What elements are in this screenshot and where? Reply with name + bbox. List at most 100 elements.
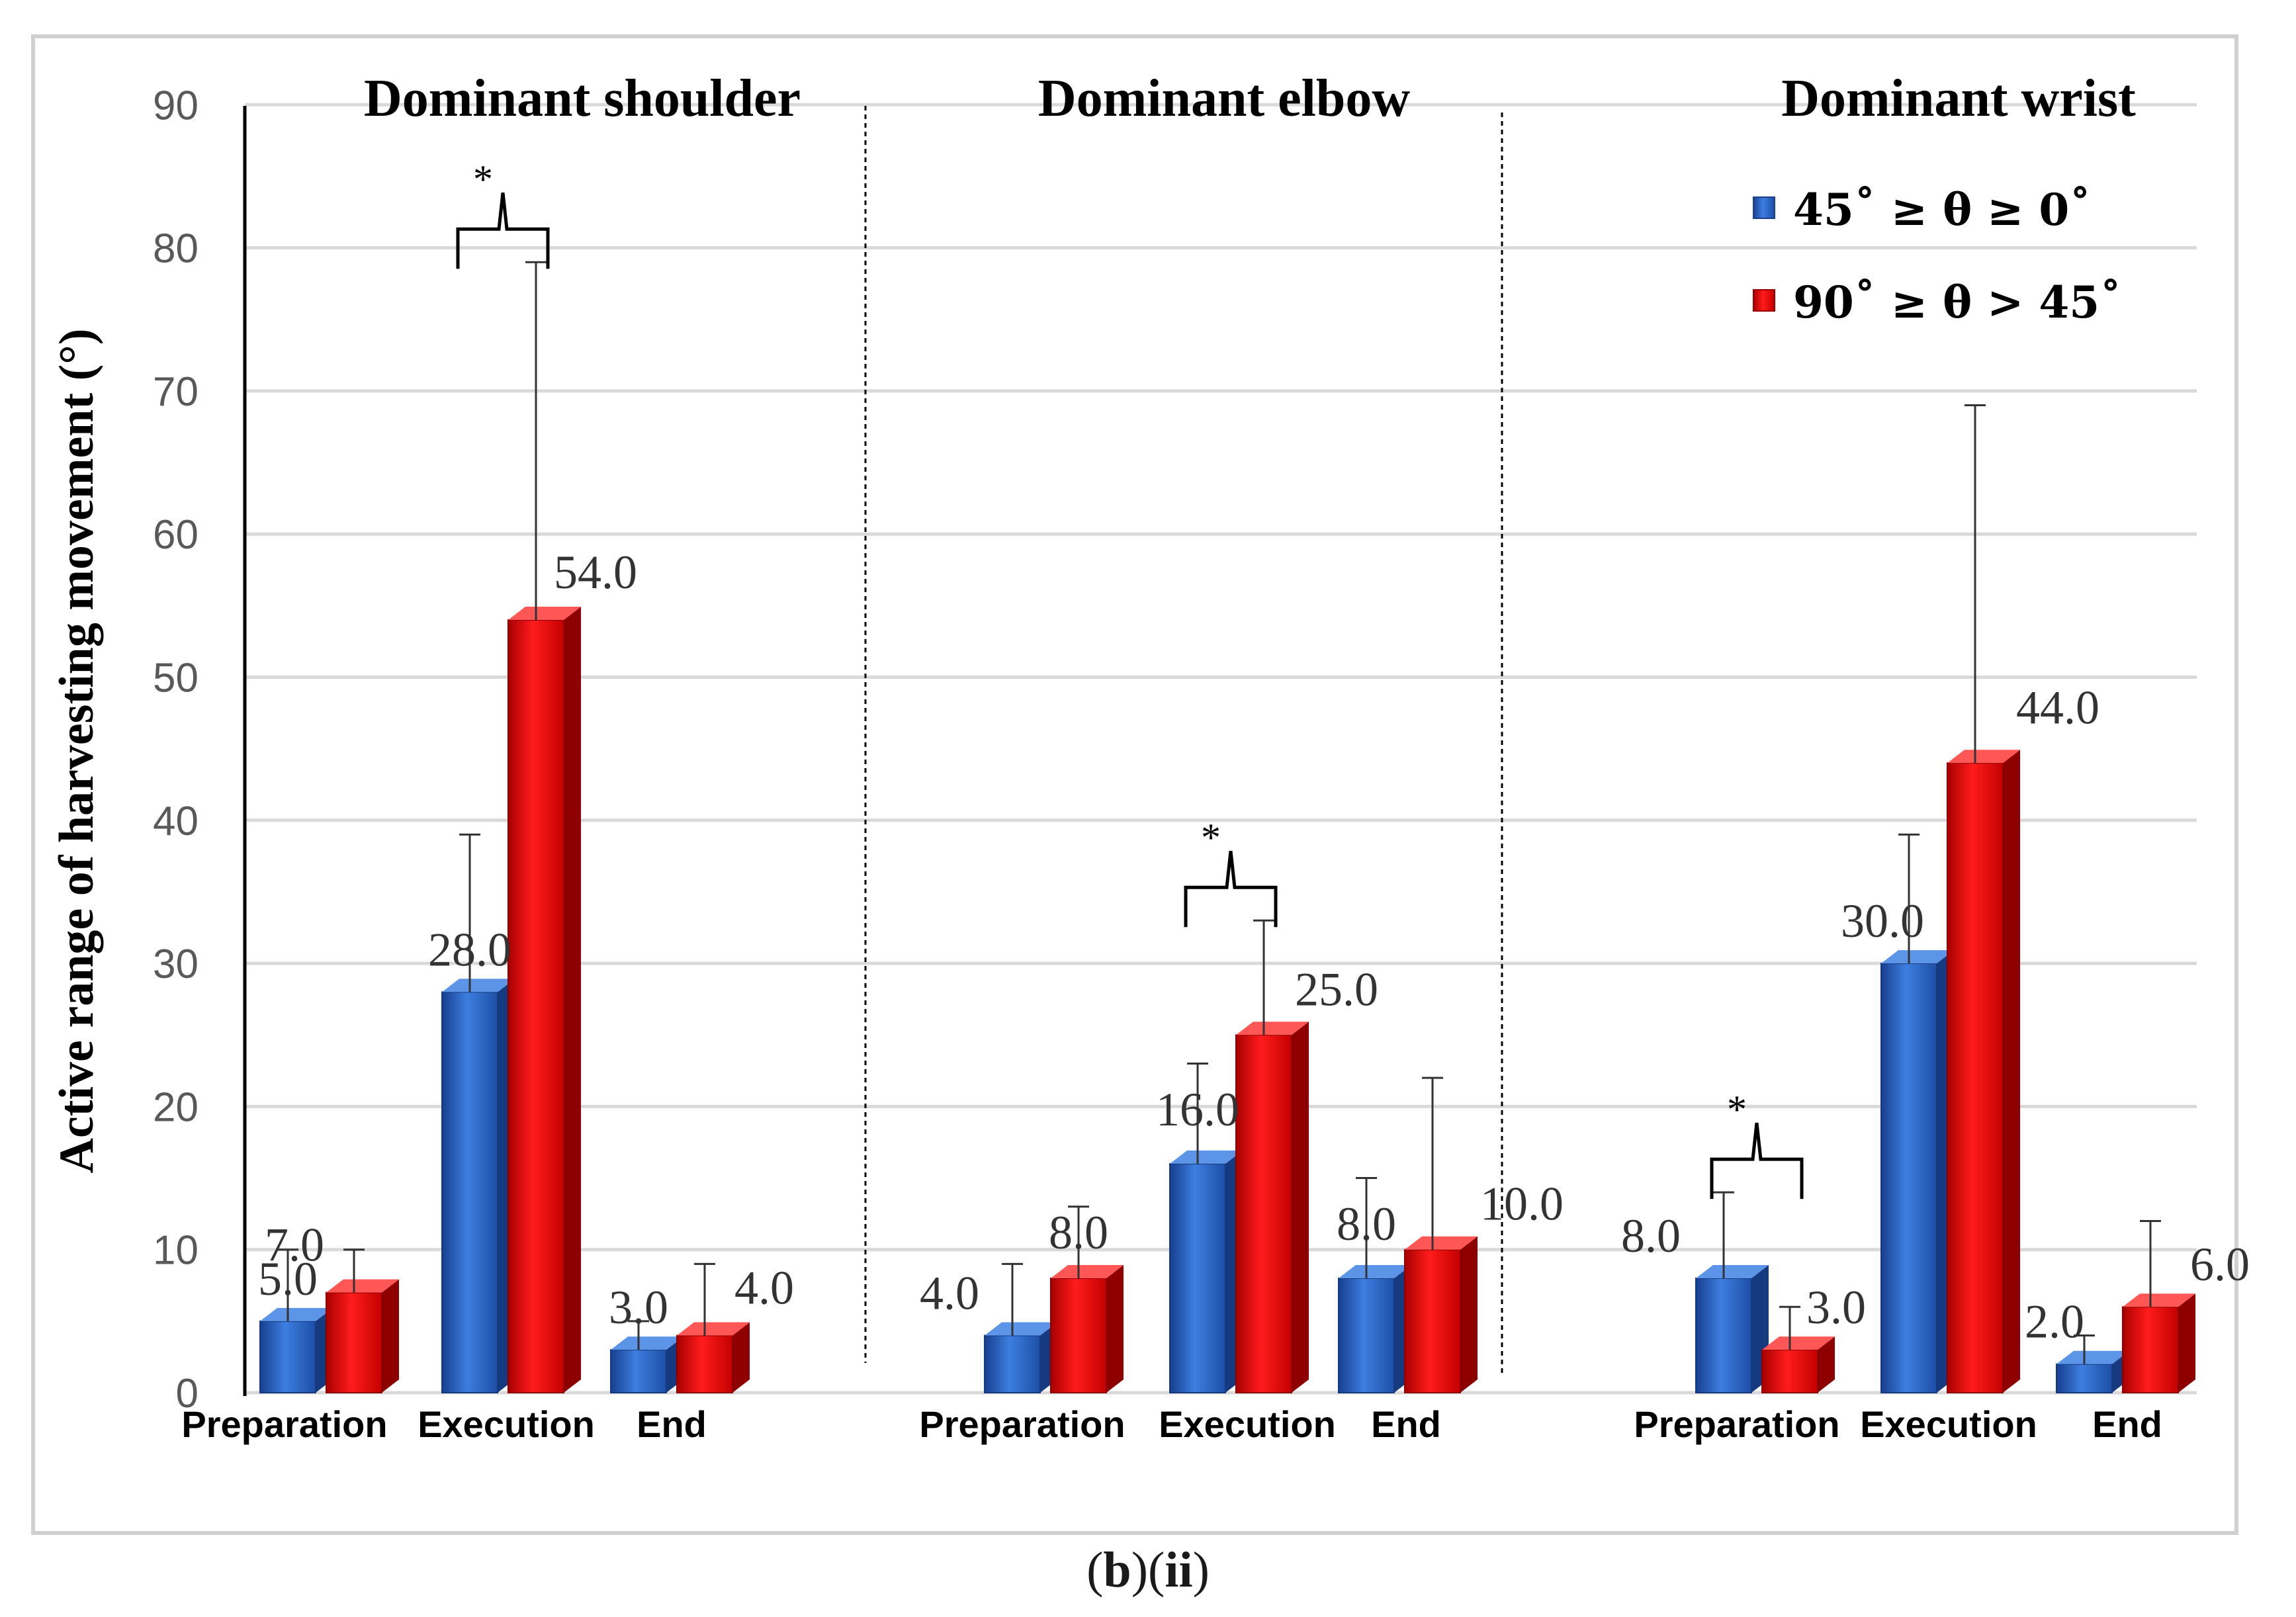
value-label: 8.0 <box>1337 1198 1396 1250</box>
y-tick-label: 40 <box>153 799 199 844</box>
bar <box>1169 1162 1226 1394</box>
value-label: 5.0 <box>258 1252 318 1305</box>
bar <box>1947 762 2004 1393</box>
value-label: 30.0 <box>1841 895 1924 947</box>
bar-side <box>2003 750 2020 1393</box>
bar <box>1050 1277 1107 1393</box>
category-label: Preparation <box>919 1403 1125 1445</box>
error-bars <box>277 261 2161 1364</box>
value-label: 54.0 <box>554 546 637 599</box>
category-label: Execution <box>418 1403 595 1445</box>
chart-frame <box>31 34 2238 1535</box>
bar <box>1880 963 1937 1393</box>
bar-top <box>1405 1236 1478 1250</box>
category-label: Execution <box>1860 1403 2037 1445</box>
bar <box>2056 1363 2113 1393</box>
bar-top <box>1051 1264 1124 1278</box>
bar-top <box>1762 1336 1835 1350</box>
bar-side <box>1460 1236 1478 1393</box>
category-label: End <box>2092 1403 2162 1445</box>
bar-top <box>326 1279 399 1293</box>
bar-top <box>260 1307 333 1321</box>
value-label: 3.0 <box>1806 1281 1866 1334</box>
caption-part-roman: ii <box>1165 1542 1193 1598</box>
bar-side <box>382 1279 399 1393</box>
value-labels: 5.07.0 28.0 54.0 3.0 4.0 4.0 8.0 16.0 25.0 8.0 10.… <box>258 546 2250 1348</box>
y-tick-label: 60 <box>153 512 199 558</box>
value-label: 6.0 <box>2190 1238 2250 1291</box>
bar-top <box>1696 1264 1769 1278</box>
y-tick-label: 20 <box>153 1084 199 1130</box>
category-labels: Preparation Execution End Preparation Execut… <box>181 1403 2162 1445</box>
bar-top <box>611 1336 684 1350</box>
value-label: 44.0 <box>2016 681 2099 734</box>
legend-swatch-1 <box>1753 289 1775 312</box>
value-label: 7.0 <box>265 1219 324 1272</box>
value-label: 8.0 <box>1621 1209 1681 1262</box>
bar <box>676 1334 733 1393</box>
significance-bracket <box>1184 850 1278 928</box>
category-label: End <box>1371 1403 1441 1445</box>
bar-top <box>2123 1293 2195 1307</box>
value-label: 10.0 <box>1480 1178 1564 1231</box>
figure-caption: (b)(ii) <box>1086 1542 1210 1598</box>
bar-side <box>1292 1022 1309 1393</box>
y-tick-label: 70 <box>153 369 199 415</box>
bar <box>1695 1277 1752 1393</box>
value-label: 25.0 <box>1295 963 1378 1016</box>
bar <box>326 1291 382 1393</box>
bar-top <box>1170 1150 1243 1164</box>
bar-top <box>1881 950 1954 964</box>
legend-swatch-0 <box>1753 197 1775 219</box>
legend-label-1: 90˚ ≥ θ > 45˚ <box>1793 277 2121 328</box>
bar-side <box>1106 1264 1124 1393</box>
bar-top <box>508 606 581 620</box>
y-tick-label: 0 <box>176 1371 199 1417</box>
value-label: 2.0 <box>2025 1295 2084 1348</box>
y-tick-label: 10 <box>153 1228 199 1274</box>
significance-star: * <box>1201 816 1221 859</box>
category-label: Preparation <box>181 1403 387 1445</box>
value-label: 3.0 <box>609 1281 668 1334</box>
bar <box>2122 1306 2179 1393</box>
bar-top <box>442 979 515 992</box>
y-tick-label: 80 <box>153 226 199 272</box>
category-label: Preparation <box>1634 1403 1839 1445</box>
panel-title: Dominant shoulder <box>364 69 801 128</box>
bar-side <box>732 1322 750 1393</box>
bar <box>508 619 564 1393</box>
significance-brackets: * * * <box>456 157 1804 1200</box>
bar <box>610 1349 667 1393</box>
bar-top <box>985 1322 1057 1336</box>
value-label: 8.0 <box>1049 1206 1108 1259</box>
panel-title: Dominant wrist <box>1781 69 2136 128</box>
bars <box>259 606 2195 1394</box>
bar <box>259 1320 316 1393</box>
bar-top <box>677 1322 750 1336</box>
legend-label-0: 45˚ ≥ θ ≥ 0˚ <box>1793 184 2091 236</box>
value-label: 16.0 <box>1156 1083 1239 1136</box>
legend: 45˚ ≥ θ ≥ 0˚ 90˚ ≥ θ > 45˚ <box>1753 184 2121 328</box>
bar <box>1761 1349 1818 1393</box>
significance-bracket <box>1710 1122 1804 1200</box>
value-label: 4.0 <box>920 1266 979 1319</box>
caption-part-letter: b <box>1103 1542 1131 1598</box>
category-label: Execution <box>1159 1403 1336 1445</box>
y-tick-label: 50 <box>153 656 199 701</box>
y-tick-label: 90 <box>153 83 199 128</box>
bar-top <box>2056 1350 2129 1364</box>
y-axis-label: Active range of harvesting movement (°) <box>50 329 104 1174</box>
value-label: 28.0 <box>428 923 511 976</box>
bar-side <box>2178 1293 2195 1393</box>
bar-top <box>1947 750 2020 764</box>
significance-bracket <box>456 192 550 269</box>
bar <box>1235 1034 1292 1393</box>
y-tick-labels: 0 10 20 30 40 50 60 70 80 90 <box>153 83 199 1417</box>
value-label: 4.0 <box>734 1261 794 1314</box>
bar-side <box>564 606 581 1393</box>
panel-title: Dominant elbow <box>1038 69 1410 128</box>
significance-star: * <box>473 157 493 201</box>
significance-star: * <box>1727 1088 1747 1131</box>
bar <box>984 1334 1041 1393</box>
